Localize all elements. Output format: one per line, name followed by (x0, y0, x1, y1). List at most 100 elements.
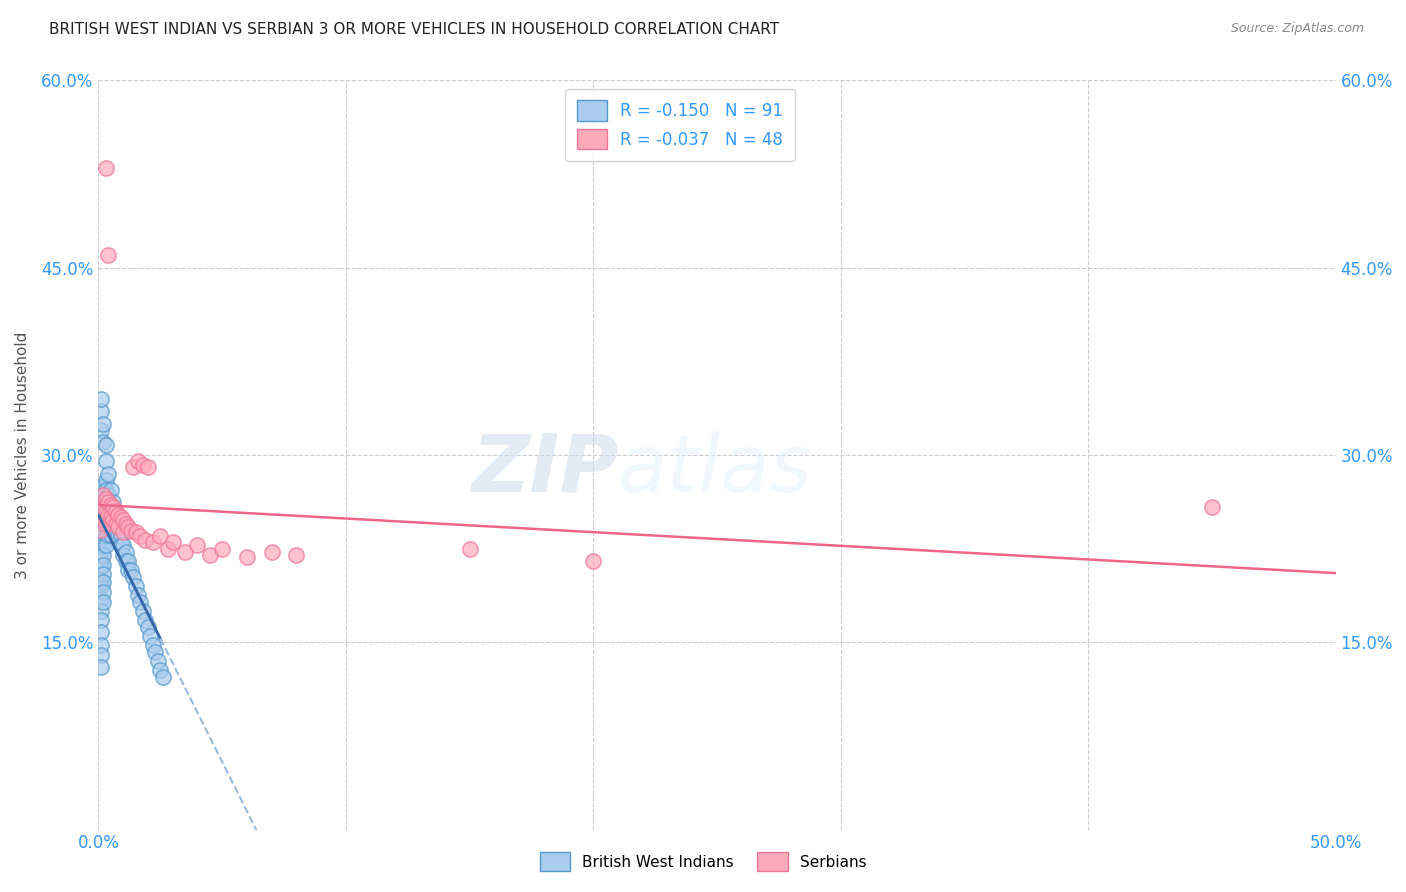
Point (110, 529, 132, 543)
Point (97, 467, 120, 481)
Point (100, 483, 122, 497)
Point (90, 523, 112, 537)
Point (112, 513, 135, 527)
Point (90, 545, 112, 559)
Point (93, 566, 115, 581)
Point (146, 654, 169, 668)
Point (94, 161, 117, 175)
Point (104, 508, 127, 522)
Text: Source: ZipAtlas.com: Source: ZipAtlas.com (1230, 22, 1364, 36)
Point (136, 460, 159, 475)
Point (156, 541, 179, 556)
Point (94, 473, 117, 487)
Point (103, 504, 125, 518)
Point (93, 548, 115, 562)
Point (94, 438, 117, 452)
Point (97, 495, 120, 509)
Point (93, 513, 115, 527)
Point (94, 500, 117, 515)
Point (94, 510, 117, 524)
Point (90, 573, 112, 587)
Point (143, 645, 166, 659)
Point (94, 491, 117, 506)
Point (186, 538, 208, 552)
Point (112, 548, 135, 562)
Point (236, 550, 259, 565)
Point (1201, 500, 1223, 515)
Point (127, 588, 149, 602)
Point (90, 491, 112, 506)
Point (100, 498, 122, 512)
Point (93, 435, 115, 450)
Legend: British West Indians, Serbians: British West Indians, Serbians (533, 847, 873, 877)
Point (97, 488, 120, 502)
Point (93, 504, 115, 518)
Point (120, 524, 142, 538)
Text: ZIP: ZIP (471, 431, 619, 509)
Point (90, 510, 112, 524)
Point (107, 529, 129, 543)
Point (142, 638, 165, 652)
Point (93, 585, 115, 599)
Point (90, 579, 112, 593)
Point (97, 248, 120, 262)
Point (122, 460, 145, 475)
Point (174, 545, 197, 559)
Point (100, 517, 122, 532)
Point (103, 495, 125, 509)
Point (100, 508, 122, 522)
Point (129, 529, 152, 543)
Point (94, 538, 117, 552)
Point (90, 591, 112, 606)
Point (107, 508, 129, 522)
Point (124, 525, 146, 540)
Point (93, 488, 115, 502)
Point (582, 554, 605, 568)
Point (94, 529, 117, 543)
Point (90, 660, 112, 674)
Point (107, 520, 129, 534)
Point (103, 513, 125, 527)
Point (107, 520, 129, 534)
Point (97, 517, 120, 532)
Point (90, 625, 112, 640)
Point (103, 513, 125, 527)
Point (90, 560, 112, 574)
Text: BRITISH WEST INDIAN VS SERBIAN 3 OR MORE VEHICLES IN HOUSEHOLD CORRELATION CHART: BRITISH WEST INDIAN VS SERBIAN 3 OR MORE… (49, 22, 779, 37)
Point (90, 404, 112, 418)
Point (152, 670, 174, 684)
Point (94, 520, 117, 534)
Point (94, 516, 117, 531)
Point (112, 538, 135, 552)
Point (97, 498, 120, 512)
Point (134, 533, 156, 547)
Point (93, 488, 115, 502)
Point (93, 538, 115, 552)
Point (104, 504, 127, 518)
Point (93, 558, 115, 572)
Point (90, 613, 112, 627)
Text: atlas: atlas (619, 431, 813, 509)
Point (94, 491, 117, 506)
Point (90, 604, 112, 618)
Point (132, 458, 155, 472)
Point (117, 554, 139, 568)
Point (90, 498, 112, 512)
Legend: R = -0.150   N = 91, R = -0.037   N = 48: R = -0.150 N = 91, R = -0.037 N = 48 (565, 88, 794, 161)
Point (93, 513, 115, 527)
Point (93, 595, 115, 609)
Point (100, 498, 122, 512)
Point (90, 554, 112, 568)
Point (124, 579, 146, 593)
Point (90, 485, 112, 500)
Point (458, 541, 481, 556)
Point (94, 483, 117, 497)
Point (211, 541, 233, 556)
Point (90, 638, 112, 652)
Point (112, 525, 135, 540)
Point (97, 528, 120, 542)
Point (90, 510, 112, 524)
Point (94, 504, 117, 518)
Point (100, 510, 122, 524)
Point (122, 570, 145, 584)
